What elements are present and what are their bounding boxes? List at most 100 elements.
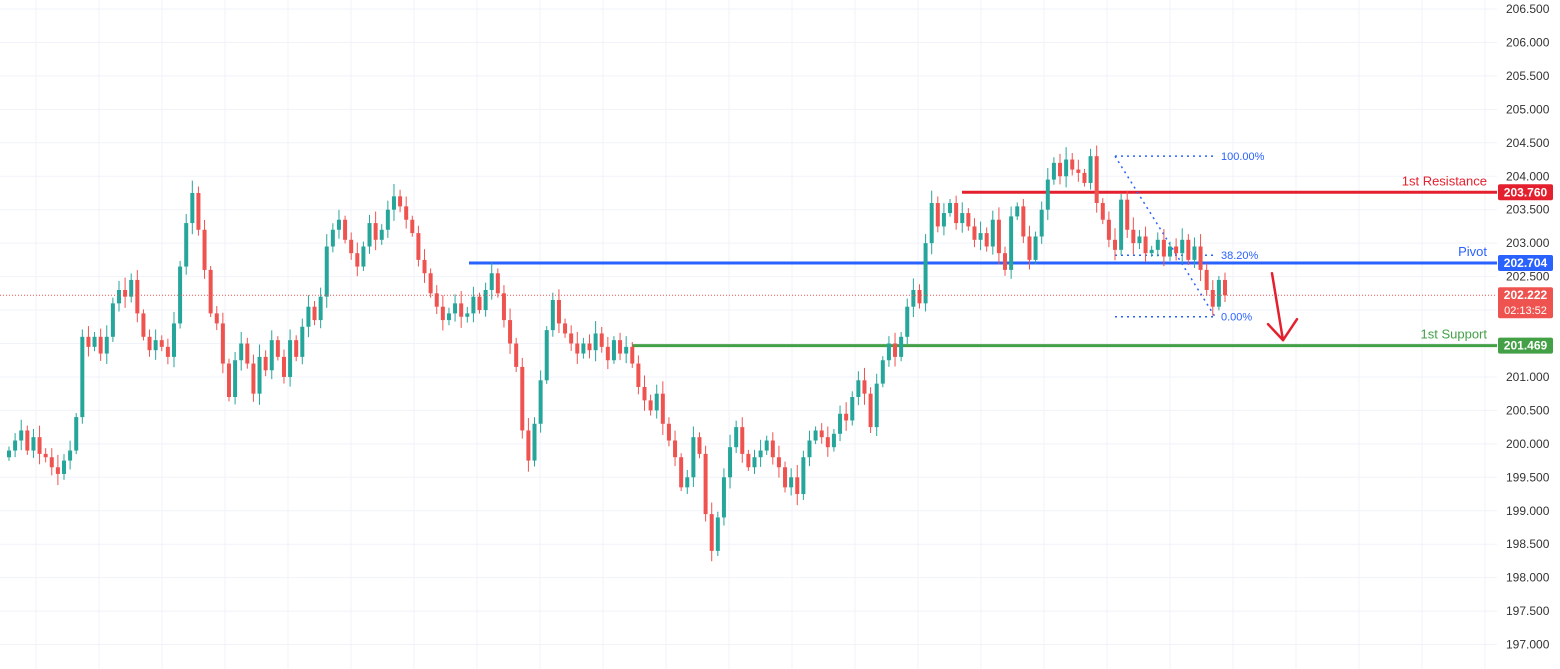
candle-down bbox=[1186, 234, 1191, 265]
candle-up bbox=[184, 214, 189, 275]
candle-body bbox=[697, 437, 702, 454]
price-tags: 203.760 202.704 201.469 202.222 02:13:52 bbox=[1498, 184, 1553, 354]
candle-down bbox=[697, 432, 702, 459]
candle-body bbox=[935, 203, 940, 227]
candle-down bbox=[123, 277, 128, 308]
candle-down bbox=[1143, 226, 1148, 263]
fib-level-label: 38.20% bbox=[1221, 250, 1259, 262]
price-axis-tick: 199.500 bbox=[1506, 470, 1550, 484]
candle-body bbox=[1210, 289, 1215, 307]
candle-body bbox=[379, 229, 384, 240]
candle-body bbox=[1198, 246, 1203, 270]
candle-body bbox=[715, 517, 720, 551]
candle-body bbox=[844, 413, 849, 421]
candle-down bbox=[520, 357, 525, 439]
candle-body bbox=[373, 223, 378, 240]
candle-up bbox=[391, 183, 396, 221]
price-axis-tick: 201.000 bbox=[1506, 370, 1550, 384]
candle-down bbox=[440, 295, 445, 331]
candle-down bbox=[281, 349, 286, 384]
candle-down bbox=[349, 232, 354, 260]
level-lines: 1st Resistance Pivot 1st Support bbox=[469, 173, 1497, 348]
current-price-countdown: 02:13:52 bbox=[1504, 305, 1547, 317]
candle-body bbox=[306, 306, 311, 327]
candle-down bbox=[416, 225, 421, 267]
candle-body bbox=[850, 397, 855, 421]
candle-down bbox=[709, 502, 714, 562]
candle-down bbox=[636, 355, 641, 395]
candle-body bbox=[770, 440, 775, 458]
candle-body bbox=[1149, 249, 1154, 254]
candle-up bbox=[1015, 202, 1020, 221]
candle-body bbox=[19, 430, 24, 441]
candle-up bbox=[593, 321, 598, 362]
candle-body bbox=[86, 336, 91, 347]
candle-up bbox=[1216, 275, 1221, 311]
candle-body bbox=[1003, 253, 1008, 270]
candle-body bbox=[636, 363, 641, 387]
candle-body bbox=[1204, 269, 1209, 290]
candle-body bbox=[1125, 199, 1130, 230]
candle-body bbox=[1033, 236, 1038, 260]
candle-up bbox=[831, 428, 836, 452]
candle-body bbox=[746, 453, 751, 468]
candle-body bbox=[1223, 279, 1227, 296]
candle-up bbox=[789, 468, 794, 496]
candle-body bbox=[734, 427, 739, 448]
candle-up bbox=[104, 325, 109, 364]
price-axis-tick: 197.500 bbox=[1506, 604, 1550, 618]
candle-body bbox=[660, 393, 665, 424]
candle-up bbox=[734, 420, 739, 454]
candle-body bbox=[532, 423, 537, 461]
candle-up bbox=[1033, 231, 1038, 265]
price-axis-tick: 202.500 bbox=[1506, 270, 1550, 284]
candle-body bbox=[611, 340, 616, 361]
candle-down bbox=[98, 328, 103, 361]
candle-down bbox=[703, 445, 708, 522]
candle-down bbox=[1210, 280, 1215, 316]
candle-body bbox=[1180, 239, 1185, 254]
candle-up bbox=[764, 435, 769, 455]
candle-down bbox=[770, 432, 775, 465]
fibonacci-retracement[interactable]: 100.00% 38.20% 0.00% bbox=[1114, 151, 1265, 324]
candle-body bbox=[618, 340, 623, 354]
candle-body bbox=[153, 340, 158, 351]
candle-down bbox=[819, 423, 824, 444]
fib-level-label: 0.00% bbox=[1221, 312, 1252, 324]
candle-body bbox=[868, 393, 873, 428]
candle-up bbox=[80, 329, 85, 424]
candle-up bbox=[581, 337, 586, 359]
candle-body bbox=[1100, 203, 1105, 220]
candle-up bbox=[899, 331, 904, 362]
candle-up bbox=[19, 419, 24, 451]
candle-up bbox=[752, 449, 757, 474]
candle-body bbox=[740, 427, 745, 454]
price-axis-tick: 197.000 bbox=[1506, 638, 1550, 652]
candle-body bbox=[385, 209, 390, 230]
price-axis-tick: 204.500 bbox=[1506, 136, 1550, 150]
candle-down bbox=[587, 334, 592, 359]
candle-down bbox=[1223, 272, 1227, 302]
candle-up bbox=[110, 297, 115, 342]
candle-up bbox=[1149, 245, 1154, 257]
candle-body bbox=[923, 243, 928, 304]
candle-up bbox=[1180, 228, 1185, 264]
candle-down bbox=[43, 448, 48, 463]
candle-body bbox=[801, 457, 806, 495]
candle-up bbox=[367, 214, 372, 254]
candle-body bbox=[721, 477, 726, 518]
candle-body bbox=[813, 430, 818, 441]
candle-body bbox=[49, 457, 54, 468]
candle-down bbox=[141, 309, 146, 341]
candle-up bbox=[807, 430, 812, 467]
candle-down bbox=[312, 301, 317, 326]
candle-down bbox=[972, 218, 977, 248]
candle-up bbox=[1192, 237, 1197, 269]
candle-body bbox=[501, 293, 506, 321]
candle-up bbox=[171, 311, 176, 368]
candle-body bbox=[807, 440, 812, 458]
candle-down bbox=[1003, 246, 1008, 276]
price-axis[interactable]: 206.500 206.000 205.500 205.000 204.500 204.0… bbox=[1497, 0, 1560, 669]
